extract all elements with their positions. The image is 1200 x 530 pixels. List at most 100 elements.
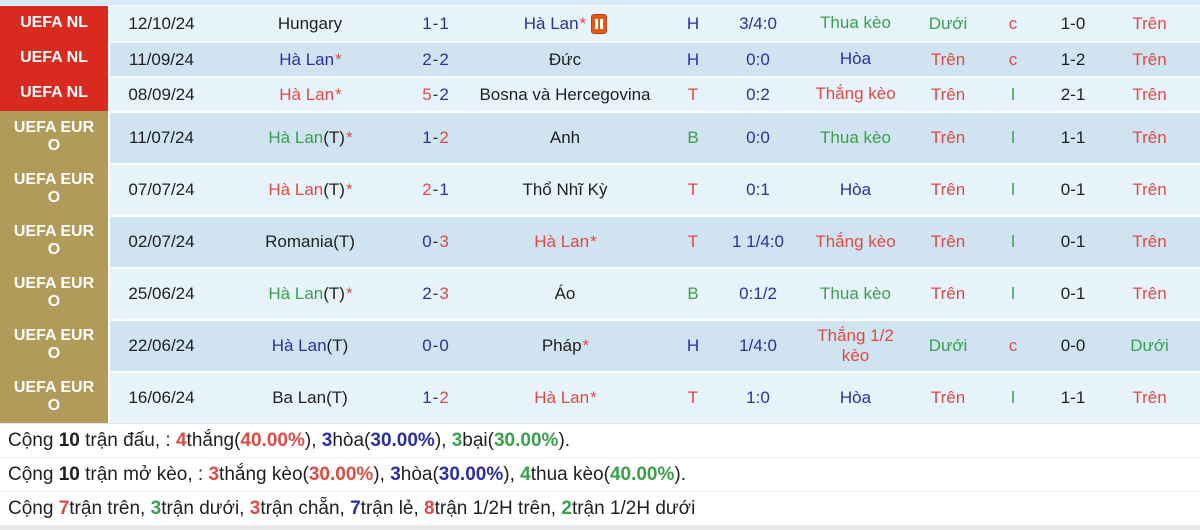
away-team-name: Hà Lan	[534, 388, 590, 407]
summary-segment: hòa(	[400, 463, 439, 485]
handicap-odds: 0:2	[746, 84, 770, 104]
home-team[interactable]: Hà Lan (T)	[213, 321, 408, 371]
home-goals: 0	[422, 336, 432, 355]
match-row-cells: 11/09/24 Hà Lan * 2-2 Đức H 0:0 Hòa Trên …	[110, 41, 1200, 76]
away-team-name: Hà Lan	[534, 232, 590, 251]
home-team[interactable]: Ba Lan (T)	[213, 373, 408, 423]
away-team[interactable]: Pháp *	[463, 321, 668, 371]
score-separator: -	[432, 128, 439, 147]
over-under-half: Trên	[1132, 13, 1167, 33]
summary-segment: trận dưới,	[161, 497, 250, 519]
away-team[interactable]: Áo	[463, 269, 668, 319]
result-letter: B	[687, 284, 699, 303]
over-under-half: Trên	[1132, 388, 1167, 407]
summary-segment: Cộng	[8, 497, 59, 519]
home-goals: 0	[422, 232, 432, 251]
even-odd-flag: l	[1011, 284, 1015, 303]
summary-segment: 7	[58, 497, 70, 519]
away-goals: 2	[439, 128, 449, 147]
home-team-name: Ba Lan	[272, 388, 327, 407]
home-team-name: Romania	[265, 232, 334, 251]
over-under-result: Dưới	[928, 336, 968, 355]
summary-segment: Cộng	[8, 429, 59, 451]
match-date: 25/06/24	[128, 284, 195, 303]
summary-segment: ),	[434, 429, 452, 451]
fulltime-score: 2-2	[408, 43, 463, 76]
summary-segment: 7	[350, 497, 361, 519]
result-letter: T	[687, 84, 699, 104]
over-under-result: Trên	[930, 128, 966, 147]
handicap-result: Thắng kèo	[815, 84, 896, 104]
summary-segment: 4	[520, 463, 531, 485]
handicap-result: Hòa	[839, 49, 872, 69]
result-letter: T	[687, 388, 699, 407]
even-odd-flag: l	[1011, 232, 1015, 251]
result-letter: T	[687, 180, 699, 199]
competition-badge: UEFA NL	[0, 6, 110, 41]
score-separator: -	[432, 84, 439, 104]
score-separator: -	[432, 284, 439, 303]
away-team[interactable]: Hà Lan *	[463, 6, 668, 41]
away-team[interactable]: Hà Lan *	[463, 217, 668, 267]
summary-segment: 3	[451, 429, 463, 451]
home-team-star: *	[335, 49, 342, 69]
summary-segment: 3	[150, 497, 162, 519]
home-team-tag: (T)	[326, 336, 349, 355]
away-team[interactable]: Hà Lan *	[463, 373, 668, 423]
match-row-cells: 07/07/24 Hà Lan (T) * 2-1 Thổ Nhĩ Kỳ T 0:1…	[110, 163, 1200, 215]
summary-line-matches: Cộng 10 trận đấu, : 4 thắng(40.00%), 3 hòa…	[0, 424, 1200, 458]
competition-badge: UEFA EURO	[0, 111, 110, 163]
over-under-result: Trên	[930, 49, 966, 69]
match-row: UEFA NL 12/10/24 Hungary 1-1 Hà Lan * H 3…	[0, 6, 1200, 41]
home-team[interactable]: Hà Lan (T) *	[213, 113, 408, 163]
halftime-score: 0-0	[1060, 336, 1086, 355]
handicap-odds: 0:0	[746, 128, 770, 147]
away-team[interactable]: Đức	[463, 43, 668, 76]
match-row: UEFA EURO 22/06/24 Hà Lan (T) 0-0 Pháp * H…	[0, 319, 1200, 371]
fulltime-score: 5-2	[408, 78, 463, 111]
even-odd-flag: l	[1011, 388, 1015, 407]
handicap-odds: 1/4:0	[739, 336, 777, 355]
summary-segment: 2	[561, 497, 572, 519]
summary-segment: ).	[674, 463, 687, 485]
match-date: 07/07/24	[128, 180, 195, 199]
match-row: UEFA NL 08/09/24 Hà Lan * 5-2 Bosna và He…	[0, 76, 1200, 111]
home-team-tag: (T)	[333, 232, 355, 251]
away-team-name: Hà Lan	[523, 13, 579, 33]
home-team[interactable]: Hà Lan *	[213, 78, 408, 111]
match-row-cells: 11/07/24 Hà Lan (T) * 1-2 Anh B 0:0 Thua k…	[110, 111, 1200, 163]
away-team-name: Đức	[548, 49, 582, 69]
score-separator: -	[432, 13, 439, 33]
summary-segment: thắng kèo(	[219, 463, 309, 485]
fulltime-score: 1-2	[408, 113, 463, 163]
home-team-name: Hà Lan	[268, 180, 324, 199]
away-team[interactable]: Bosna và Hercegovina	[463, 78, 668, 111]
home-team[interactable]: Hà Lan *	[213, 43, 408, 76]
score-separator: -	[432, 180, 439, 199]
halftime-score: 2-1	[1060, 84, 1086, 104]
away-goals: 3	[439, 284, 449, 303]
away-team-star: *	[590, 232, 597, 251]
score-separator: -	[432, 49, 439, 69]
home-team[interactable]: Hà Lan (T) *	[213, 269, 408, 319]
away-goals: 1	[439, 13, 449, 33]
over-under-result: Trên	[930, 84, 966, 104]
home-team[interactable]: Hà Lan (T) *	[213, 165, 408, 215]
home-team[interactable]: Romania (T)	[213, 217, 408, 267]
fulltime-score: 1-1	[408, 6, 463, 41]
summary-segment: 30.00%	[438, 463, 504, 485]
handicap-odds: 1 1/4:0	[732, 232, 784, 251]
summary-segment: 3	[208, 463, 220, 485]
top-strip	[0, 0, 1200, 6]
even-odd-flag: l	[1011, 180, 1015, 199]
home-team-name: Hà Lan	[271, 336, 327, 355]
home-team[interactable]: Hungary	[213, 6, 408, 41]
summary-segment: thua kèo(	[530, 463, 610, 485]
away-team-star: *	[582, 336, 590, 355]
away-team[interactable]: Anh	[463, 113, 668, 163]
over-under-half: Trên	[1132, 284, 1167, 303]
handicap-odds: 0:1	[746, 180, 770, 199]
summary-segment: trận lẻ,	[360, 497, 425, 519]
over-under-half: Trên	[1132, 128, 1167, 147]
away-team[interactable]: Thổ Nhĩ Kỳ	[463, 165, 668, 215]
